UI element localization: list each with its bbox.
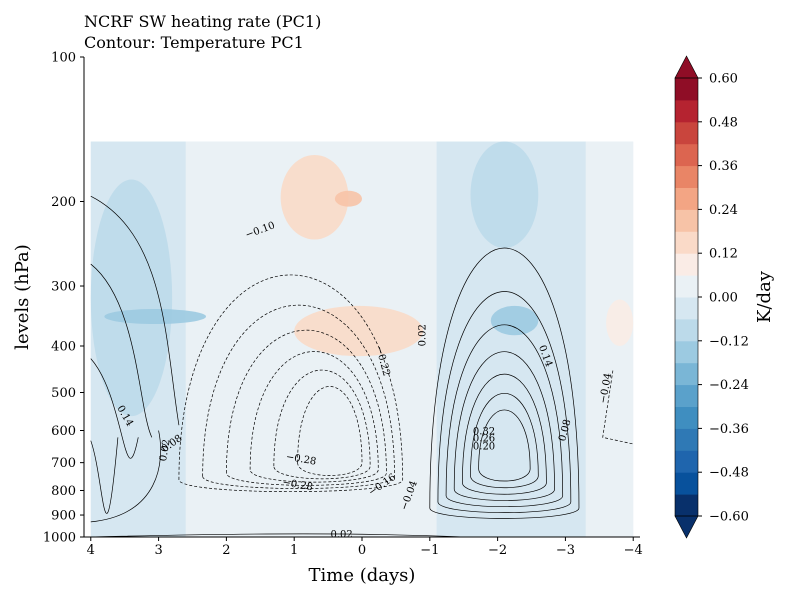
colorbar-segment bbox=[675, 165, 698, 188]
colorbar-segment bbox=[675, 384, 698, 407]
field-region-2 bbox=[280, 154, 349, 240]
contour-west-2 bbox=[90, 358, 139, 459]
colorbar-extend-min bbox=[674, 515, 699, 539]
colorbar: 0.60 0.48 0.36 0.24 0.12 0.00 −0.12 −0.24 −0.36 −… bbox=[674, 55, 775, 539]
colorbar-segment bbox=[675, 494, 698, 517]
contour-positive-1 bbox=[437, 291, 572, 513]
x-tick-label: −3 bbox=[556, 543, 575, 558]
filled-contours bbox=[90, 141, 634, 537]
y-axis-label: levels (hPa) bbox=[12, 244, 33, 350]
colorbar-tick-label: −0.48 bbox=[709, 466, 749, 481]
field-region-6 bbox=[490, 305, 539, 336]
contour-negative-1 bbox=[202, 304, 395, 489]
contour-west-1 bbox=[90, 263, 153, 438]
colorbar-tick-label: 0.12 bbox=[709, 247, 738, 262]
contour-label: 0.20 bbox=[473, 442, 495, 453]
field-region-4 bbox=[294, 305, 424, 357]
x-tick-label: 4 bbox=[87, 543, 95, 558]
colorbar-extend-max bbox=[674, 55, 699, 79]
contour-west-low bbox=[90, 430, 161, 523]
field-region-0 bbox=[90, 179, 173, 417]
colorbar-tick-label: −0.12 bbox=[709, 334, 749, 349]
colorbar-tick-label: 0.48 bbox=[709, 115, 738, 130]
chart-subtitle: Contour: Temperature PC1 bbox=[84, 33, 304, 52]
contour-west-3 bbox=[90, 437, 119, 514]
contour-label: 0.32 bbox=[473, 427, 495, 438]
contour-negative-0 bbox=[178, 274, 404, 493]
field-region-3 bbox=[334, 190, 362, 207]
contour-positive-3 bbox=[453, 351, 555, 501]
contour-label: 0.02 bbox=[418, 324, 429, 346]
colorbar-segment bbox=[675, 275, 698, 298]
y-tick-label: 700 bbox=[51, 456, 76, 471]
y-tick-label: 200 bbox=[51, 195, 76, 210]
colorbar-segment bbox=[675, 121, 698, 145]
chart-title: NCRF SW heating rate (PC1) bbox=[84, 12, 322, 31]
colorbar-tick-label: −0.60 bbox=[709, 510, 749, 525]
colorbar-segment bbox=[675, 362, 698, 386]
contour-surface bbox=[90, 533, 464, 538]
colorbar-segment bbox=[675, 340, 698, 364]
contour-positive-0 bbox=[429, 247, 580, 519]
colorbar-tick-label: 0.24 bbox=[709, 203, 738, 218]
field-region-1 bbox=[104, 309, 207, 325]
colorbar-segment bbox=[675, 428, 698, 451]
colorbar-tick-label: 0.36 bbox=[709, 159, 738, 174]
contour-label: −0.28 bbox=[285, 452, 317, 468]
axes: 4 3 2 1 0 −1 −2 −3 −4 100 200 300 400 500 600 700 800 900… bbox=[12, 51, 643, 587]
colorbar-segment bbox=[675, 143, 698, 167]
y-tick-label: 900 bbox=[51, 509, 76, 524]
contour-positive-2 bbox=[445, 324, 564, 507]
contour-positive-6 bbox=[478, 409, 531, 482]
colorbar-segment bbox=[675, 209, 698, 232]
colorbar-segment bbox=[675, 231, 698, 254]
colorbar-segment bbox=[675, 297, 698, 320]
x-tick-label: 1 bbox=[290, 543, 298, 558]
x-axis-label: Time (days) bbox=[309, 565, 416, 586]
colorbar-tick-label: 0.60 bbox=[709, 72, 738, 87]
y-tick-label: 400 bbox=[51, 339, 76, 354]
colorbar-segment bbox=[675, 78, 698, 101]
contour-negative-4 bbox=[273, 369, 371, 480]
x-tick-label: −1 bbox=[420, 543, 439, 558]
field-region-7 bbox=[606, 299, 634, 346]
colorbar-segment bbox=[675, 450, 698, 473]
contour-negative-5 bbox=[297, 386, 363, 476]
contour-positive-5 bbox=[470, 393, 539, 488]
colorbar-segment bbox=[675, 318, 698, 342]
y-tick-label: 100 bbox=[51, 51, 76, 66]
contour-label: 0.26 bbox=[473, 434, 495, 445]
field-region-5 bbox=[470, 141, 539, 249]
contour-negative-2 bbox=[226, 329, 387, 486]
y-tick-label: 1000 bbox=[43, 531, 76, 546]
x-tick-label: 3 bbox=[154, 543, 162, 558]
contour-label: 0.02 bbox=[158, 438, 173, 462]
colorbar-segment bbox=[675, 253, 698, 276]
colorbar-segment bbox=[675, 472, 698, 495]
contour-label: −0.28 bbox=[282, 477, 314, 493]
colorbar-tick-label: 0.00 bbox=[709, 291, 738, 306]
contour-east bbox=[602, 370, 634, 445]
contour-label: −0.04 bbox=[598, 372, 614, 404]
x-tick-label: −4 bbox=[624, 543, 643, 558]
y-tick-label: 300 bbox=[51, 280, 76, 295]
x-tick-label: −2 bbox=[488, 543, 507, 558]
y-tick-label: 500 bbox=[51, 386, 76, 401]
colorbar-tick-label: −0.36 bbox=[709, 422, 749, 437]
x-tick-label: 2 bbox=[222, 543, 230, 558]
colorbar-tick-label: −0.24 bbox=[709, 378, 749, 393]
y-tick-label: 800 bbox=[51, 484, 76, 499]
y-tick-label: 600 bbox=[51, 424, 76, 439]
x-tick-label: 0 bbox=[358, 543, 366, 558]
colorbar-segment bbox=[675, 406, 698, 429]
colorbar-segment bbox=[675, 187, 698, 210]
contour-negative-3 bbox=[249, 351, 379, 483]
colorbar-segment bbox=[675, 99, 698, 123]
contour-label: 0.02 bbox=[331, 529, 353, 540]
contour-west-0 bbox=[90, 195, 180, 426]
contour-positive-4 bbox=[462, 373, 547, 495]
colorbar-unit-label: K/day bbox=[754, 270, 775, 323]
